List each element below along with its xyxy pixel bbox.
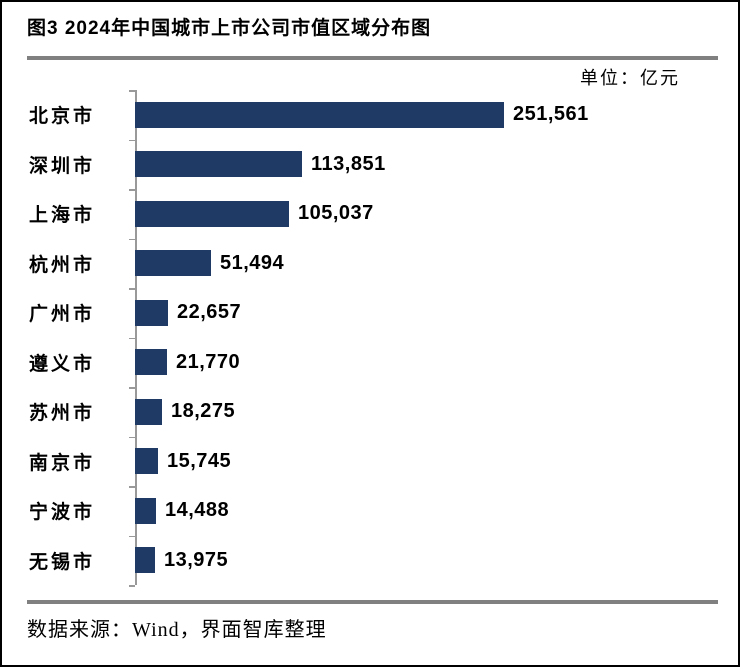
city-label: 南京市 <box>28 452 95 474</box>
axis-tick <box>129 288 135 290</box>
axis-tick <box>129 436 135 438</box>
bar-row: 深圳市 113,851 <box>2 140 738 190</box>
city-label: 苏州市 <box>28 403 95 425</box>
bar-row: 北京市 251,561 <box>2 90 738 140</box>
city-label: 无锡市 <box>28 551 95 573</box>
title-divider <box>27 56 718 60</box>
category-axis <box>129 90 137 587</box>
value-label: 14,488 <box>165 499 230 522</box>
value-label: 251,561 <box>513 103 589 126</box>
bar <box>135 151 302 178</box>
bar-row: 南京市 15,745 <box>2 437 738 487</box>
axis-tick <box>129 535 135 537</box>
bar <box>135 299 168 326</box>
unit-label: 单位：亿元 <box>580 68 680 88</box>
bar <box>135 497 156 524</box>
axis-tick <box>129 337 135 339</box>
bar-row: 无锡市 13,975 <box>2 536 738 586</box>
bar <box>135 101 504 128</box>
footer-divider <box>27 600 718 604</box>
bar <box>135 448 158 475</box>
bar <box>135 547 155 574</box>
bar-row: 宁波市 14,488 <box>2 486 738 536</box>
bar-row: 上海市 105,037 <box>2 189 738 239</box>
bar <box>135 200 289 227</box>
value-label: 113,851 <box>311 152 386 175</box>
value-label: 105,037 <box>298 202 374 225</box>
bar-rows: 北京市 251,561 深圳市 113,851 上海市 105,037 杭州市 … <box>2 90 738 586</box>
axis-tick <box>129 189 135 191</box>
bar-row: 苏州市 18,275 <box>2 387 738 437</box>
city-label: 深圳市 <box>28 155 95 177</box>
axis-tick <box>129 585 135 587</box>
city-label: 遵义市 <box>28 353 95 375</box>
axis-tick <box>129 238 135 240</box>
axis-tick <box>129 387 135 389</box>
value-label: 21,770 <box>176 350 241 373</box>
bar <box>135 250 211 277</box>
city-label: 广州市 <box>28 304 95 326</box>
bar <box>135 398 162 425</box>
value-label: 22,657 <box>177 301 242 324</box>
axis-tick <box>129 139 135 141</box>
source-label: 数据来源：Wind，界面智库整理 <box>27 619 327 641</box>
chart-title: 图3 2024年中国城市上市公司市值区域分布图 <box>27 18 432 39</box>
value-label: 13,975 <box>164 548 229 571</box>
axis-tick <box>129 90 135 92</box>
city-label: 宁波市 <box>28 502 95 524</box>
city-label: 北京市 <box>28 106 95 128</box>
bar-row: 广州市 22,657 <box>2 288 738 338</box>
city-label: 杭州市 <box>28 254 95 276</box>
value-label: 18,275 <box>171 400 236 423</box>
bar-row: 遵义市 21,770 <box>2 338 738 388</box>
value-label: 15,745 <box>167 449 232 472</box>
city-label: 上海市 <box>28 205 95 227</box>
axis-tick <box>129 486 135 488</box>
bar-row: 杭州市 51,494 <box>2 239 738 289</box>
bar <box>135 349 167 376</box>
value-label: 51,494 <box>220 251 285 274</box>
